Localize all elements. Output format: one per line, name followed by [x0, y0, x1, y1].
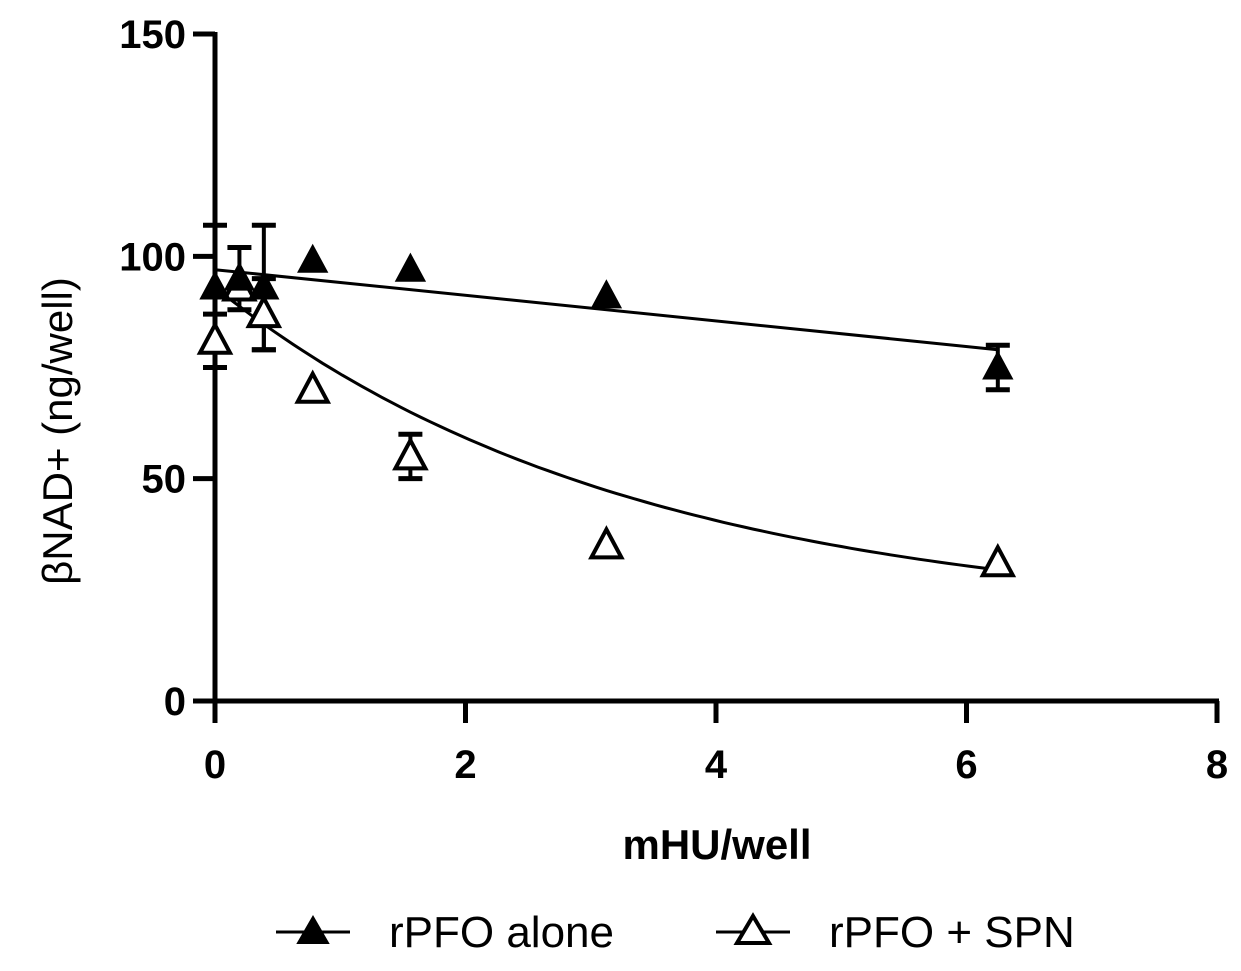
- y-tick-label-100: 100: [119, 235, 186, 279]
- fit-curve-series-0: [214, 268, 998, 352]
- data-point-series-0-2: [248, 270, 280, 300]
- x-axis-title: mHU/well: [622, 821, 811, 868]
- legend-marker-rpfo-alone: [296, 914, 330, 944]
- data-point-series-0-4: [394, 252, 427, 282]
- data-point-series-1-3: [294, 369, 332, 404]
- fit-curves: [214, 268, 998, 572]
- legend-marker-rpfo-spn: [733, 912, 773, 945]
- axes: [212, 32, 1219, 704]
- legend-item-rpfo-alone: rPFO alone: [276, 908, 614, 957]
- legend-label-rpfo-spn: rPFO + SPN: [829, 908, 1075, 957]
- x-tick-label-0: 0: [204, 743, 226, 787]
- data-point-series-1-5: [588, 525, 625, 560]
- data-point-series-0-5: [590, 279, 623, 309]
- y-tick-label-0: 0: [164, 680, 186, 724]
- data-point-series-1-4: [392, 436, 429, 471]
- x-tick-label-8: 8: [1206, 743, 1228, 787]
- data-point-series-0-3: [297, 243, 329, 273]
- y-axis-title: βNAD+ (ng/well): [34, 277, 81, 585]
- legend-label-rpfo-alone: rPFO alone: [389, 908, 614, 957]
- data-markers: [196, 243, 1017, 578]
- y-ticks: 0 50 100 150: [119, 13, 215, 724]
- x-tick-label-4: 4: [705, 743, 728, 787]
- data-point-series-1-6: [979, 542, 1017, 578]
- legend: rPFO alone rPFO + SPN: [276, 908, 1075, 957]
- legend-item-rpfo-spn: rPFO + SPN: [716, 908, 1075, 957]
- data-point-series-1-0: [196, 320, 234, 355]
- y-tick-label-50: 50: [142, 458, 187, 502]
- y-tick-label-150: 150: [119, 13, 186, 57]
- data-point-series-0-0: [199, 270, 231, 300]
- data-point-series-0-6: [982, 350, 1014, 380]
- data-point-series-0-1: [223, 261, 256, 291]
- data-point-series-1-2: [245, 293, 283, 329]
- x-ticks: 0 2 4 6 8: [204, 701, 1228, 787]
- fit-curve-series-1: [214, 286, 998, 572]
- error-bars: [203, 222, 1010, 482]
- x-tick-label-6: 6: [955, 743, 977, 787]
- x-tick-label-2: 2: [454, 743, 476, 787]
